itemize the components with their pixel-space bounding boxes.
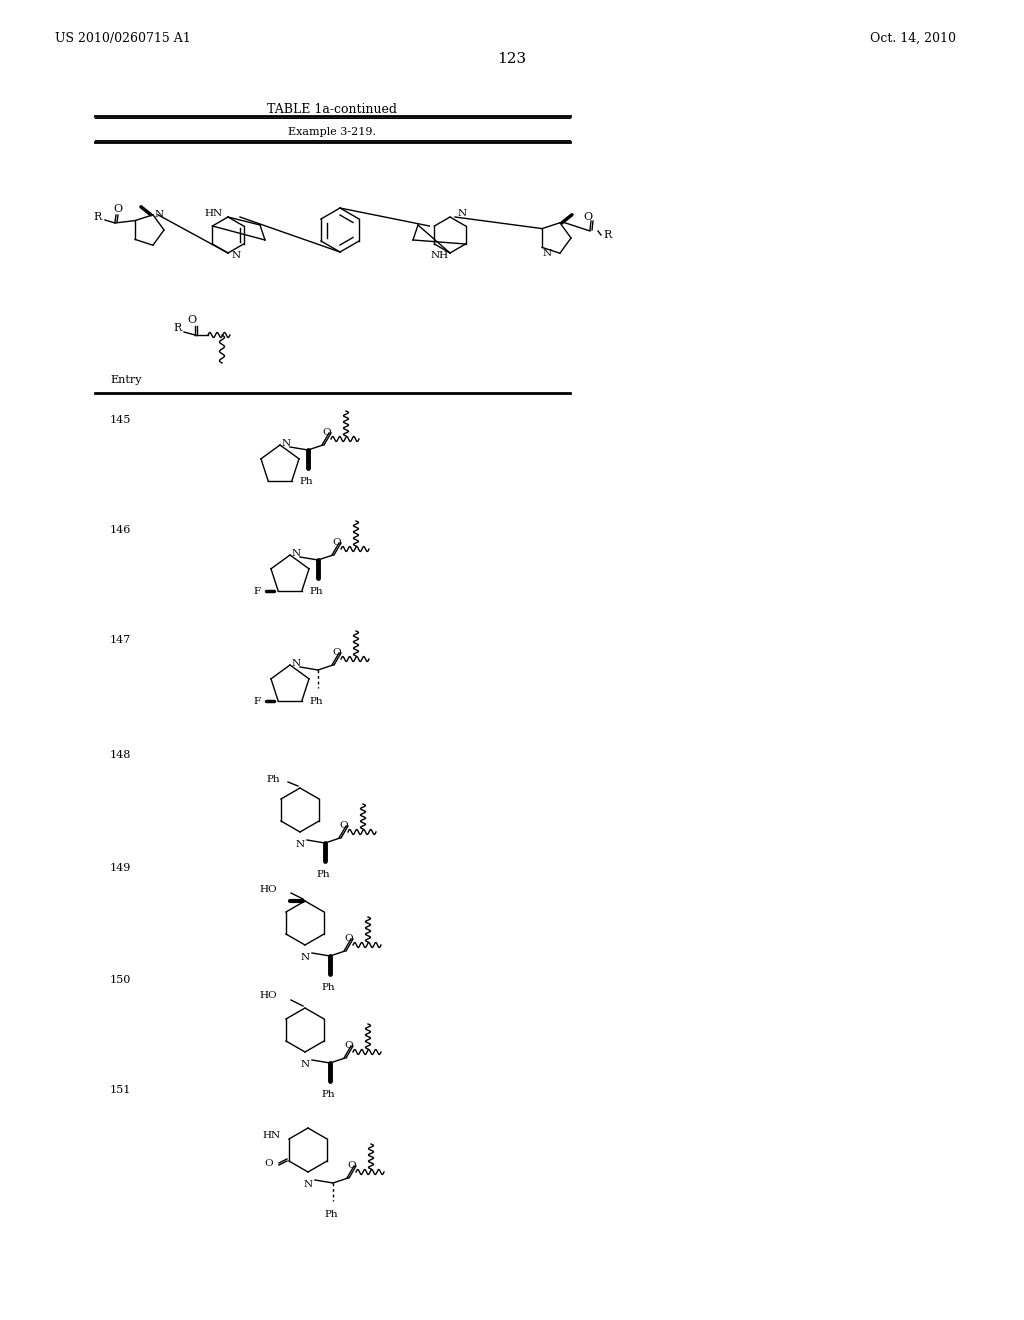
Text: Ph: Ph <box>325 1210 338 1218</box>
Text: R: R <box>604 230 612 240</box>
Text: O: O <box>187 315 197 325</box>
Text: N: N <box>300 953 309 962</box>
Text: 148: 148 <box>110 750 131 760</box>
Text: O: O <box>114 205 123 214</box>
Text: Ph: Ph <box>316 870 330 879</box>
Text: O: O <box>340 821 348 830</box>
Text: Example 3-219.: Example 3-219. <box>288 127 376 137</box>
Text: 145: 145 <box>110 414 131 425</box>
Text: Ph: Ph <box>309 587 323 597</box>
Text: O: O <box>584 213 593 222</box>
Text: Ph: Ph <box>322 983 335 993</box>
Text: 123: 123 <box>498 51 526 66</box>
Text: F: F <box>253 697 260 706</box>
Text: 151: 151 <box>110 1085 131 1096</box>
Text: Ph: Ph <box>322 1090 335 1100</box>
Text: N: N <box>296 840 304 849</box>
Text: TABLE 1a-continued: TABLE 1a-continued <box>267 103 397 116</box>
Text: O: O <box>264 1159 273 1167</box>
Text: 146: 146 <box>110 525 131 535</box>
Text: N: N <box>543 248 552 257</box>
Text: US 2010/0260715 A1: US 2010/0260715 A1 <box>55 32 190 45</box>
Text: R: R <box>94 213 102 222</box>
Text: O: O <box>333 539 341 546</box>
Text: O: O <box>348 1162 356 1170</box>
Text: Ph: Ph <box>266 776 280 784</box>
Text: N: N <box>282 440 291 449</box>
Text: Ph: Ph <box>299 477 312 486</box>
Text: 149: 149 <box>110 863 131 873</box>
Text: HN: HN <box>205 209 223 218</box>
Text: HO: HO <box>259 991 278 1001</box>
Text: O: O <box>323 428 332 437</box>
Text: N: N <box>458 209 467 218</box>
Text: 150: 150 <box>110 975 131 985</box>
Text: O: O <box>345 1041 353 1049</box>
Text: R: R <box>174 323 182 333</box>
Text: N: N <box>155 210 164 219</box>
Text: N: N <box>300 1060 309 1069</box>
Text: F: F <box>253 586 260 595</box>
Text: N: N <box>303 1180 312 1189</box>
Text: HN: HN <box>263 1130 281 1139</box>
Text: NH: NH <box>431 251 450 260</box>
Text: 147: 147 <box>110 635 131 645</box>
Text: N: N <box>231 251 241 260</box>
Text: N: N <box>292 549 301 558</box>
Text: Entry: Entry <box>110 375 141 385</box>
Text: Ph: Ph <box>309 697 323 706</box>
Text: Oct. 14, 2010: Oct. 14, 2010 <box>870 32 956 45</box>
Text: N: N <box>292 660 301 668</box>
Text: HO: HO <box>259 884 278 894</box>
Text: O: O <box>345 935 353 942</box>
Text: O: O <box>333 648 341 657</box>
